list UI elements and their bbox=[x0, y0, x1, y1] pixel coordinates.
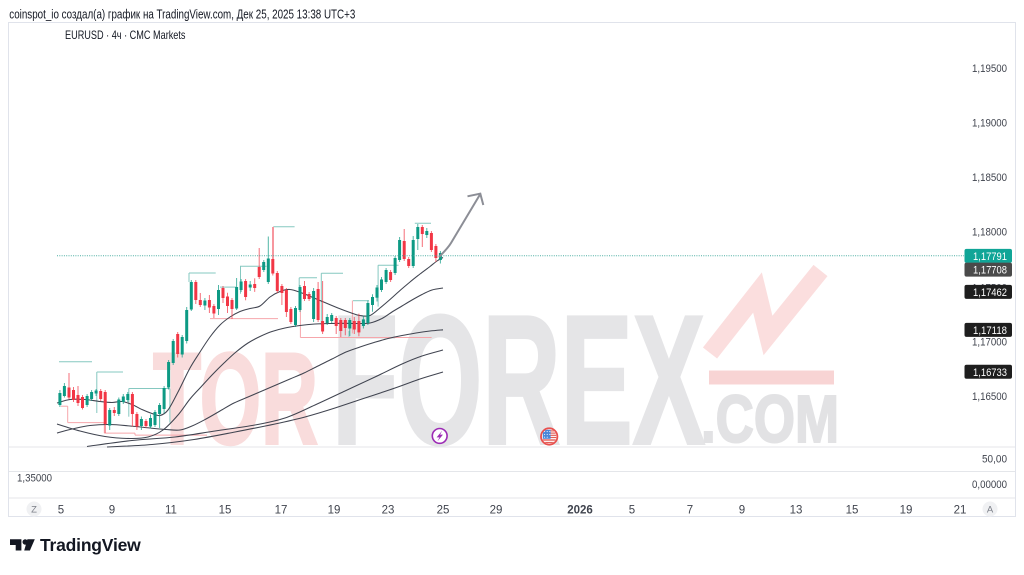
svg-text:9: 9 bbox=[109, 505, 115, 517]
svg-text:50,00: 50,00 bbox=[982, 454, 1007, 466]
svg-text:11: 11 bbox=[165, 505, 177, 517]
svg-text:1,17118: 1,17118 bbox=[973, 325, 1007, 337]
svg-text:1,18500: 1,18500 bbox=[972, 172, 1007, 184]
svg-text:5: 5 bbox=[58, 505, 64, 517]
svg-text:1,17000: 1,17000 bbox=[972, 336, 1007, 348]
svg-text:1,19500: 1,19500 bbox=[972, 63, 1007, 75]
svg-text:29: 29 bbox=[490, 505, 503, 517]
svg-text:5: 5 bbox=[629, 505, 635, 517]
svg-text:1,35000: 1,35000 bbox=[17, 473, 52, 485]
svg-text:21: 21 bbox=[954, 505, 967, 517]
svg-text:1,16500: 1,16500 bbox=[972, 391, 1007, 403]
svg-text:1,17791: 1,17791 bbox=[973, 251, 1007, 263]
svg-text:EURUSD · 4ч · CMC Markets: EURUSD · 4ч · CMC Markets bbox=[65, 28, 186, 42]
svg-text:1,17462: 1,17462 bbox=[973, 287, 1007, 299]
svg-text:7: 7 bbox=[687, 505, 693, 517]
svg-text:17: 17 bbox=[275, 505, 288, 517]
svg-text:A: A bbox=[987, 505, 994, 516]
svg-text:coinspot_io создал(а) график н: coinspot_io создал(а) график на TradingV… bbox=[9, 7, 355, 21]
svg-text:13: 13 bbox=[790, 505, 803, 517]
svg-text:TradingView: TradingView bbox=[40, 535, 141, 555]
svg-text:Z: Z bbox=[31, 505, 37, 516]
svg-text:25: 25 bbox=[437, 505, 450, 517]
svg-text:19: 19 bbox=[900, 505, 913, 517]
svg-text:19: 19 bbox=[328, 505, 341, 517]
svg-text:0,00000: 0,00000 bbox=[972, 479, 1007, 491]
svg-text:1,19000: 1,19000 bbox=[972, 117, 1007, 129]
svg-text:15: 15 bbox=[219, 505, 232, 517]
svg-text:FOREX: FOREX bbox=[332, 277, 705, 483]
svg-text:1,18000: 1,18000 bbox=[972, 227, 1007, 239]
svg-text:23: 23 bbox=[382, 505, 395, 517]
svg-text:15: 15 bbox=[846, 505, 859, 517]
svg-text:9: 9 bbox=[739, 505, 745, 517]
svg-text:1,16733: 1,16733 bbox=[973, 367, 1007, 379]
svg-text:2026: 2026 bbox=[567, 505, 593, 517]
svg-text:1,17708: 1,17708 bbox=[973, 265, 1007, 277]
svg-text:.COM: .COM bbox=[701, 382, 839, 457]
